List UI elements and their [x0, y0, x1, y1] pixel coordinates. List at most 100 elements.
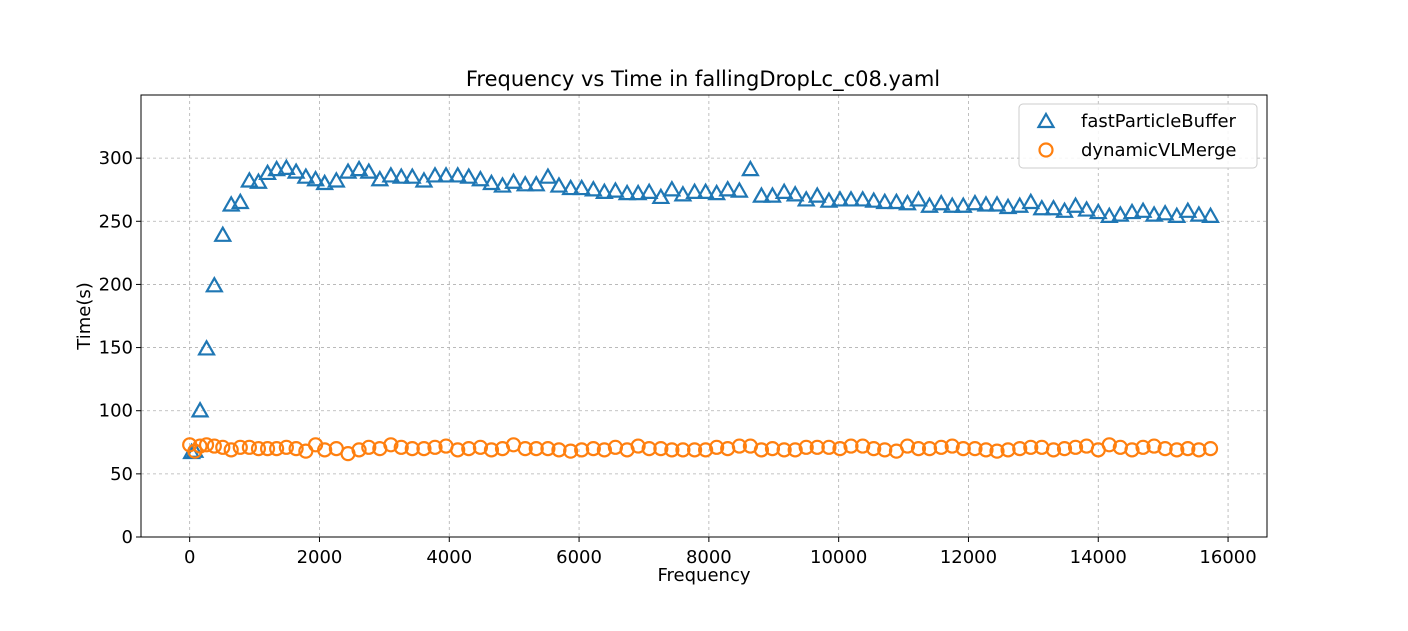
- point-fastparticlebuffer: [606, 181, 625, 198]
- point-dynamicvlmerge: [641, 441, 657, 457]
- point-fastparticlebuffer: [572, 178, 592, 196]
- x-axis-label: Frequency: [658, 565, 751, 586]
- point-dynamicvlmerge: [317, 442, 333, 458]
- point-fastparticlebuffer: [1099, 206, 1119, 223]
- point-fastparticlebuffer: [1021, 192, 1041, 210]
- point-fastparticlebuffer: [931, 193, 951, 211]
- point-fastparticlebuffer: [213, 225, 233, 242]
- x-tick-label: 12000: [940, 547, 997, 568]
- point-dynamicvlmerge: [978, 442, 994, 458]
- point-dynamicvlmerge: [472, 439, 489, 455]
- point-fastparticlebuffer: [920, 196, 939, 213]
- point-dynamicvlmerge: [753, 442, 770, 458]
- point-dynamicvlmerge: [731, 438, 747, 454]
- point-dynamicvlmerge: [1012, 441, 1028, 457]
- point-dynamicvlmerge: [1045, 442, 1062, 458]
- point-fastparticlebuffer: [504, 172, 523, 189]
- point-dynamicvlmerge: [921, 441, 938, 457]
- point-fastparticlebuffer: [594, 182, 614, 199]
- point-dynamicvlmerge: [288, 441, 304, 457]
- point-dynamicvlmerge: [416, 441, 432, 457]
- point-fastparticlebuffer: [953, 196, 973, 213]
- x-tick-label: 2000: [297, 547, 343, 568]
- point-dynamicvlmerge: [1101, 437, 1117, 453]
- point-dynamicvlmerge: [809, 439, 825, 455]
- point-fastparticlebuffer: [448, 166, 468, 183]
- point-fastparticlebuffer: [718, 179, 738, 197]
- point-dynamicvlmerge: [944, 438, 960, 454]
- legend-label-dynamicvlmerge: dynamicVLMerge: [1081, 140, 1236, 161]
- point-fastparticlebuffer: [391, 167, 411, 184]
- data-points: [182, 158, 1220, 462]
- point-dynamicvlmerge: [1202, 441, 1219, 457]
- point-dynamicvlmerge: [563, 443, 579, 459]
- x-tick-label: 8000: [686, 547, 732, 568]
- point-fastparticlebuffer: [583, 179, 603, 197]
- point-fastparticlebuffer: [436, 166, 456, 183]
- point-fastparticlebuffer: [230, 192, 250, 210]
- point-dynamicvlmerge: [967, 441, 983, 457]
- point-dynamicvlmerge: [1135, 439, 1151, 455]
- point-fastparticlebuffer: [493, 176, 512, 193]
- point-dynamicvlmerge: [664, 442, 680, 458]
- point-fastparticlebuffer: [864, 191, 884, 208]
- point-fastparticlebuffer: [370, 169, 390, 187]
- point-fastparticlebuffer: [707, 183, 727, 201]
- point-fastparticlebuffer: [819, 191, 839, 208]
- point-dynamicvlmerge: [427, 439, 443, 455]
- point-fastparticlebuffer: [785, 185, 805, 202]
- point-dynamicvlmerge: [899, 438, 916, 454]
- point-dynamicvlmerge: [910, 441, 927, 457]
- point-fastparticlebuffer: [987, 195, 1007, 212]
- legend-label-fastparticlebuffer: fastParticleBuffer: [1081, 111, 1237, 132]
- x-tick-label: 16000: [1199, 547, 1256, 568]
- x-tick-label: 4000: [426, 547, 472, 568]
- point-fastparticlebuffer: [190, 400, 210, 418]
- point-dynamicvlmerge: [933, 439, 949, 455]
- point-dynamicvlmerge: [776, 442, 792, 458]
- point-fastparticlebuffer: [909, 190, 928, 207]
- point-dynamicvlmerge: [206, 438, 222, 454]
- point-dynamicvlmerge: [596, 442, 612, 458]
- point-fastparticlebuffer: [617, 183, 637, 201]
- point-dynamicvlmerge: [1157, 441, 1173, 457]
- x-tick-label: 10000: [810, 547, 867, 568]
- point-fastparticlebuffer: [1066, 196, 1085, 213]
- point-dynamicvlmerge: [1000, 442, 1016, 458]
- point-dynamicvlmerge: [361, 439, 377, 455]
- point-dynamicvlmerge: [259, 441, 276, 457]
- point-fastparticlebuffer: [326, 171, 346, 188]
- point-fastparticlebuffer: [482, 173, 501, 191]
- point-fastparticlebuffer: [673, 185, 693, 202]
- x-tick-label: 6000: [556, 547, 602, 568]
- point-fastparticlebuffer: [239, 171, 259, 188]
- point-fastparticlebuffer: [561, 178, 581, 196]
- point-fastparticlebuffer: [538, 167, 558, 184]
- point-dynamicvlmerge: [450, 442, 466, 458]
- y-tick-label: 150: [99, 338, 133, 359]
- point-dynamicvlmerge: [955, 441, 971, 457]
- point-dynamicvlmerge: [232, 439, 248, 455]
- point-fastparticlebuffer: [628, 183, 648, 201]
- point-dynamicvlmerge: [483, 442, 500, 458]
- point-dynamicvlmerge: [686, 442, 703, 458]
- point-fastparticlebuffer: [338, 162, 358, 179]
- point-dynamicvlmerge: [1023, 439, 1039, 455]
- point-fastparticlebuffer: [249, 172, 268, 189]
- y-tick-label: 50: [110, 464, 133, 485]
- point-fastparticlebuffer: [296, 167, 316, 184]
- point-fastparticlebuffer: [887, 192, 906, 210]
- point-fastparticlebuffer: [976, 195, 996, 212]
- point-dynamicvlmerge: [866, 441, 882, 457]
- point-fastparticlebuffer: [402, 167, 422, 184]
- point-dynamicvlmerge: [821, 439, 837, 455]
- point-dynamicvlmerge: [1124, 442, 1140, 458]
- point-fastparticlebuffer: [276, 158, 296, 175]
- point-fastparticlebuffer: [763, 186, 782, 203]
- point-dynamicvlmerge: [404, 441, 420, 457]
- point-fastparticlebuffer: [359, 162, 379, 179]
- point-fastparticlebuffer: [1133, 201, 1153, 218]
- point-fastparticlebuffer: [306, 169, 325, 187]
- point-fastparticlebuffer: [549, 176, 569, 193]
- point-fastparticlebuffer: [841, 190, 861, 207]
